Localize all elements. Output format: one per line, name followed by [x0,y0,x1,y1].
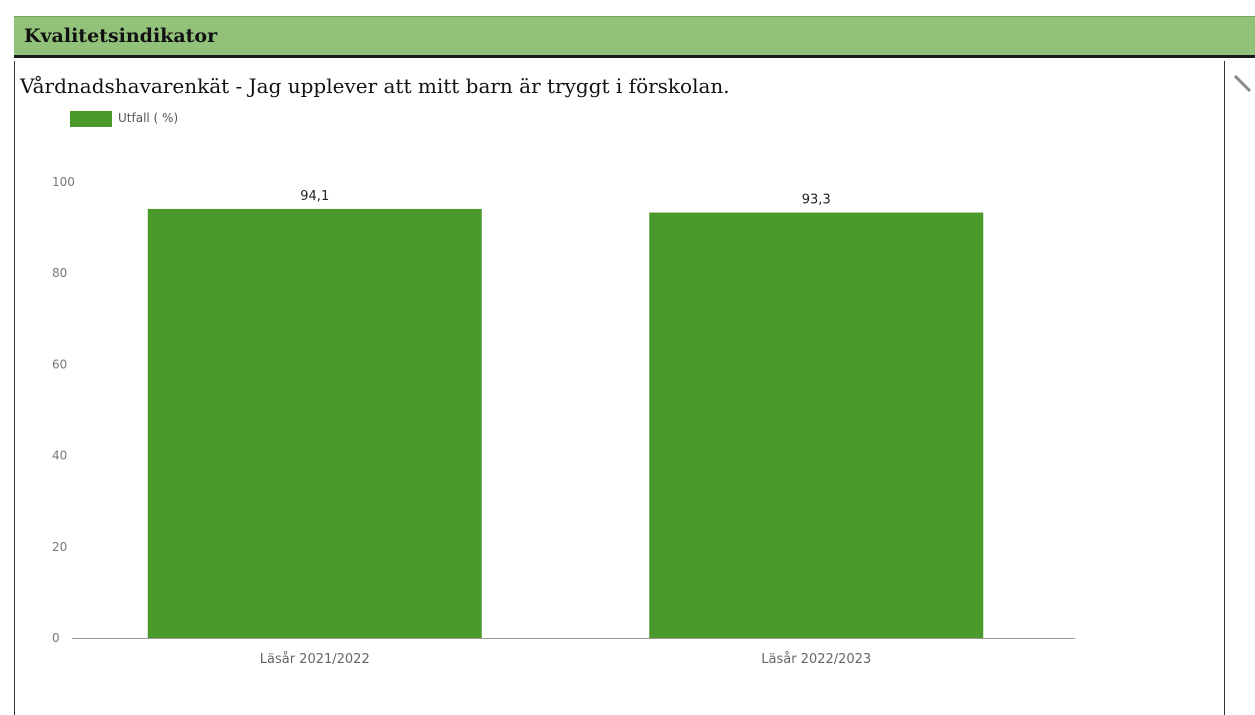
section-title: Kvalitetsindikator [24,25,218,47]
side-toolbar [1226,61,1255,715]
x-category-label: Läsår 2022/2023 [761,652,871,667]
y-tick-label: 80 [52,266,67,280]
x-category-label: Läsår 2021/2022 [260,652,370,667]
pencil-icon[interactable] [1234,75,1252,97]
chart-title: Vårdnadshavarenkät - Jag upplever att mi… [20,74,730,98]
y-tick-label: 60 [52,357,67,371]
bar [147,208,482,639]
bar-value-label: 93,3 [802,193,831,208]
bar-value-label: 94,1 [300,189,329,204]
bar [649,212,984,638]
y-tick-label: 20 [52,540,67,554]
legend-swatch [70,111,112,127]
legend-label: Utfall ( %) [118,111,179,125]
section-header: Kvalitetsindikator [14,16,1255,58]
y-tick-label: 0 [52,631,60,645]
y-tick-label: 40 [52,449,67,463]
y-tick-label: 100 [52,175,75,189]
